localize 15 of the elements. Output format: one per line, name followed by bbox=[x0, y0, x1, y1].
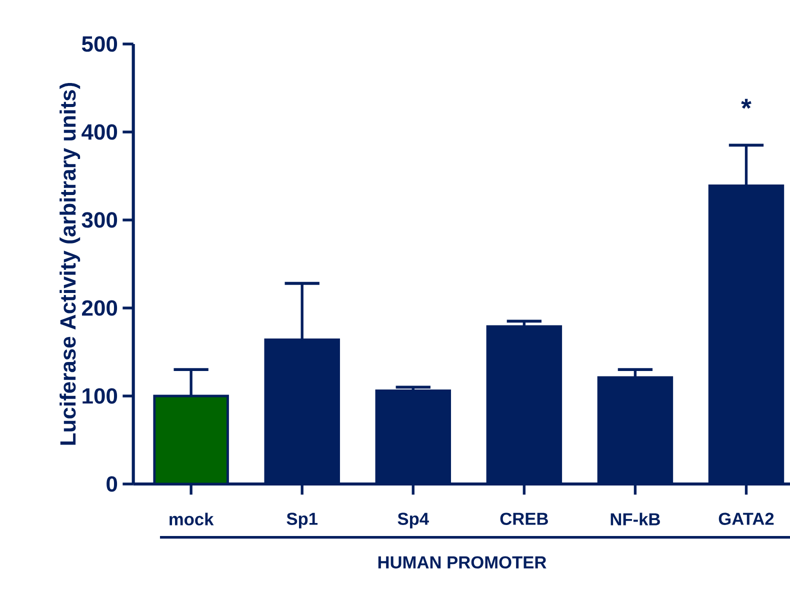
x-tick-label: Sp1 bbox=[286, 512, 318, 528]
y-tick-label: 500 bbox=[82, 36, 118, 52]
x-tick-label: GATA2 bbox=[718, 512, 774, 525]
annotation: * bbox=[741, 98, 752, 109]
y-tick-label: 400 bbox=[82, 124, 118, 140]
y-tick-label: 0 bbox=[106, 476, 118, 492]
x-axis-title: HUMAN PROMOTER bbox=[378, 556, 546, 568]
y-tick-label: 300 bbox=[82, 212, 118, 228]
x-tick-label: NF-kB bbox=[610, 512, 660, 526]
x-tick-label: Sp4 bbox=[398, 512, 429, 528]
y-tick-label: 200 bbox=[82, 300, 118, 316]
x-tick-label: mock bbox=[170, 512, 214, 526]
y-axis-title: Luciferase Activity (arbitrary units) bbox=[60, 82, 80, 445]
y-tick-label: 100 bbox=[82, 388, 118, 404]
x-tick-label: CREB bbox=[500, 512, 548, 525]
